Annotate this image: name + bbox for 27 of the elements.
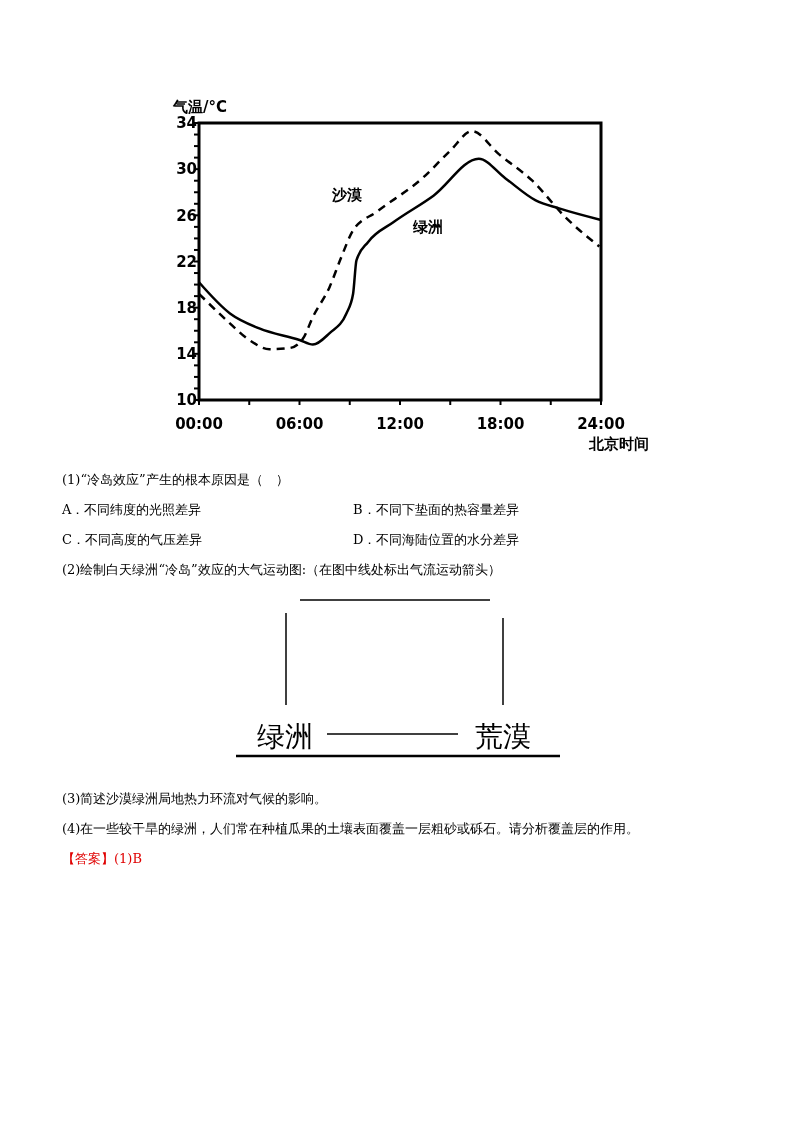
text: 绿洲	[257, 720, 313, 753]
text: (4)在一些较干旱的绿洲，人们常在种植瓜果的土壤表面覆盖一层粗砂或砾石。请分析覆盖层的作用。	[62, 821, 640, 836]
y-tick-label: 34	[176, 114, 197, 133]
text: B．不同下垫面的热容量差异	[353, 502, 519, 517]
x-axis-title: 北京时间	[588, 435, 649, 453]
x-tick-label: 18:00	[476, 415, 525, 433]
y-tick-label: 30	[176, 160, 197, 179]
x-tick-label: 24:00	[577, 415, 625, 433]
text: (2)绘制白天绿洲“冷岛”效应的大气运动图:（在图中线处标出气流运动箭头）	[62, 562, 502, 577]
text: A．不同纬度的光照差异	[61, 502, 202, 517]
y-axis-title: 气温/°C	[172, 98, 227, 116]
text: (1)“冷岛效应”产生的根本原因是（ ）	[62, 472, 289, 487]
series-label: 沙漠	[330, 185, 362, 204]
y-tick-label: 14	[176, 345, 197, 364]
x-tick-label: 00:00	[175, 415, 223, 433]
x-tick-label: 06:00	[275, 415, 324, 433]
series-label: 绿洲	[412, 218, 444, 237]
text: D．不同海陆位置的水分差异	[353, 532, 520, 547]
text: C．不同高度的气压差异	[62, 532, 202, 547]
text: 【答案】(1)B	[62, 851, 142, 866]
y-tick-label: 26	[176, 206, 197, 225]
y-tick-label: 10	[176, 391, 197, 410]
y-tick-label: 22	[176, 252, 197, 271]
text: 荒漠	[475, 720, 531, 753]
text: (3)简述沙漠绿洲局地热力环流对气候的影响。	[62, 791, 328, 806]
y-tick-label: 18	[176, 298, 197, 317]
x-tick-label: 12:00	[376, 415, 424, 433]
